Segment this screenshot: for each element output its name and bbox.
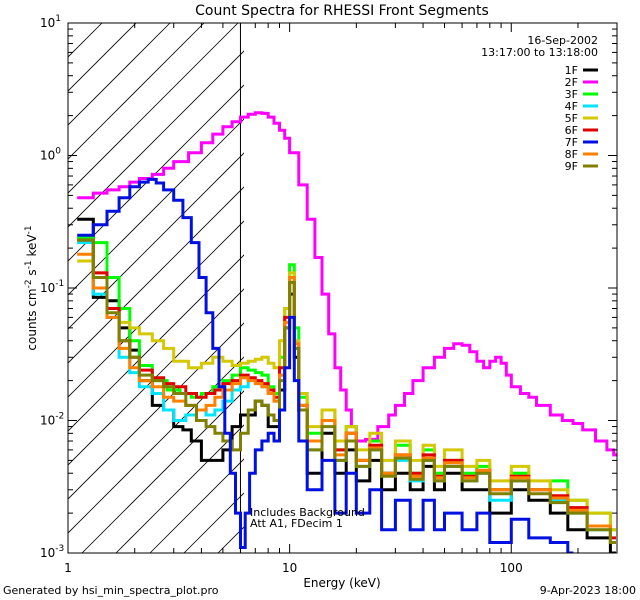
- x-axis-label: Energy (keV): [303, 576, 380, 590]
- y-axis-label-part: counts cm: [25, 288, 39, 350]
- legend-label: 1F: [565, 64, 578, 77]
- legend-label: 7F: [565, 136, 578, 149]
- hatch-line: [68, 84, 244, 262]
- y-tick-label: 10-2: [40, 412, 64, 428]
- hatch-line: [68, 220, 244, 398]
- y-tick-label: 100: [40, 147, 61, 163]
- y-tick-label: 10-3: [40, 544, 64, 560]
- series-7F: [77, 177, 574, 553]
- y-axis-label-exp: -2: [24, 279, 34, 288]
- hatch-line: [68, 152, 244, 330]
- hatch-line: [149, 458, 244, 553]
- footer-plot-date: 9-Apr-2023 18:00: [540, 584, 636, 597]
- y-tick-exp: -2: [55, 412, 64, 422]
- hatch-line: [68, 23, 239, 194]
- x-tick-labels: 1 10 100: [64, 561, 523, 575]
- y-axis-label-part: s: [25, 269, 39, 279]
- y-tick-base: 10: [40, 16, 55, 30]
- y-tick-exp: -3: [55, 544, 64, 554]
- annotation-attenuator: Att A1, FDecim 1: [250, 517, 343, 530]
- footer-generated-by: Generated by hsi_min_spectra_plot.pro: [3, 584, 219, 597]
- chart-title: Count Spectra for RHESSI Front Segments: [195, 3, 489, 19]
- hatch-line: [81, 390, 244, 553]
- y-tick-exp: -1: [55, 279, 64, 289]
- hatch-line: [68, 254, 244, 432]
- time-range-label: 13:17:00 to 13:18:00: [481, 46, 598, 59]
- hatch-line: [68, 322, 244, 500]
- y-tick-base: 10: [40, 546, 55, 560]
- series-9F: [77, 238, 616, 544]
- y-axis-label-part: keV: [25, 234, 39, 261]
- annotation-background: Includes Background: [250, 506, 365, 519]
- x-tick-label: 1: [64, 561, 72, 575]
- hatch-line: [68, 23, 171, 126]
- y-tick-base: 10: [40, 149, 55, 163]
- y-tick-label: 101: [40, 14, 61, 30]
- x-tick-label: 100: [500, 561, 523, 575]
- legend-label: 6F: [565, 124, 578, 137]
- legend-label: 9F: [565, 160, 578, 173]
- hatch-line: [68, 50, 244, 228]
- y-axis-label-exp: -1: [24, 225, 34, 234]
- legend-label: 2F: [565, 76, 578, 89]
- y-axis-label: counts cm-2 s-1 keV-1: [24, 225, 39, 350]
- y-tick-base: 10: [40, 281, 55, 295]
- y-tick-exp: 0: [55, 147, 61, 157]
- series-2F: [77, 111, 617, 457]
- legend-label: 5F: [565, 112, 578, 125]
- legend-label: 4F: [565, 100, 578, 113]
- y-tick-exp: 1: [55, 14, 61, 24]
- y-tick-base: 10: [40, 414, 55, 428]
- hatch-line: [68, 23, 205, 160]
- hatch-line: [68, 356, 244, 534]
- series-group: [77, 111, 617, 553]
- date-label: 16-Sep-2002: [527, 34, 598, 47]
- hatch-line: [68, 186, 244, 364]
- legend-label: 3F: [565, 88, 578, 101]
- y-axis-label-exp: -1: [24, 260, 34, 269]
- hatch-line: [115, 424, 244, 553]
- x-tick-label: 10: [282, 561, 297, 575]
- axis-ticks: [67, 23, 618, 554]
- y-tick-label: 10-1: [40, 279, 64, 295]
- legend-label: 8F: [565, 148, 578, 161]
